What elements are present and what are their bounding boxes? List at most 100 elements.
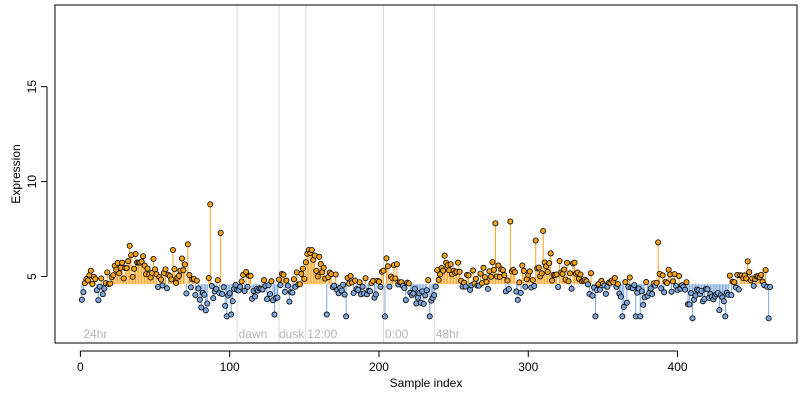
data-point bbox=[289, 289, 296, 296]
data-point bbox=[238, 278, 245, 285]
data-point bbox=[356, 279, 363, 286]
data-point bbox=[140, 253, 147, 260]
data-point bbox=[561, 266, 568, 273]
data-point bbox=[423, 287, 430, 294]
data-point bbox=[243, 268, 250, 275]
data-point bbox=[129, 273, 136, 280]
data-point bbox=[383, 255, 390, 262]
data-point bbox=[298, 270, 305, 277]
data-point bbox=[568, 285, 575, 292]
data-point bbox=[689, 315, 696, 322]
data-point bbox=[195, 285, 202, 292]
data-point bbox=[517, 289, 524, 296]
data-point bbox=[323, 311, 330, 318]
data-point bbox=[638, 288, 645, 295]
data-point bbox=[202, 307, 209, 314]
data-point bbox=[501, 272, 508, 279]
data-point bbox=[308, 246, 315, 253]
data-point bbox=[343, 313, 350, 320]
data-point bbox=[682, 286, 689, 293]
data-point bbox=[631, 282, 638, 289]
y-axis-label: Expression bbox=[9, 144, 23, 203]
data-point bbox=[338, 287, 345, 294]
y-tick-label: 15 bbox=[25, 80, 39, 94]
data-point bbox=[116, 270, 123, 277]
data-point bbox=[132, 250, 139, 257]
data-point bbox=[252, 293, 259, 300]
data-point bbox=[78, 296, 85, 303]
data-point bbox=[201, 291, 208, 298]
data-point bbox=[455, 259, 462, 266]
data-point bbox=[392, 275, 399, 282]
data-point bbox=[544, 268, 551, 275]
data-point bbox=[477, 270, 484, 277]
data-point bbox=[565, 278, 572, 285]
data-point bbox=[577, 271, 584, 278]
region-labels: 24hr dawn dusk 12:00 0:00 48hr bbox=[83, 327, 459, 341]
data-point bbox=[107, 280, 114, 287]
data-point bbox=[765, 315, 772, 322]
data-point bbox=[425, 277, 432, 284]
data-point bbox=[519, 262, 526, 269]
data-point bbox=[123, 264, 130, 271]
data-point bbox=[762, 267, 769, 274]
data-point bbox=[750, 282, 757, 289]
data-point bbox=[432, 283, 439, 290]
data-point bbox=[431, 292, 438, 299]
data-point bbox=[620, 303, 627, 310]
data-point bbox=[247, 272, 254, 279]
data-point bbox=[758, 271, 765, 278]
data-point bbox=[549, 277, 556, 284]
region-label: dawn bbox=[239, 327, 268, 341]
data-point bbox=[268, 278, 275, 285]
data-point bbox=[187, 284, 194, 291]
data-point bbox=[522, 283, 529, 290]
data-point bbox=[504, 277, 511, 284]
data-point bbox=[84, 277, 91, 284]
data-point bbox=[237, 283, 244, 290]
data-point bbox=[159, 282, 166, 289]
data-point bbox=[440, 267, 447, 274]
data-point bbox=[529, 276, 536, 283]
data-point bbox=[263, 296, 270, 303]
data-point bbox=[435, 276, 442, 283]
data-point bbox=[228, 311, 235, 318]
data-point bbox=[99, 291, 106, 298]
data-point bbox=[101, 285, 108, 292]
data-point bbox=[535, 264, 542, 271]
data-point bbox=[402, 297, 409, 304]
data-point bbox=[726, 272, 733, 279]
data-point bbox=[596, 286, 603, 293]
data-point bbox=[658, 285, 665, 292]
data-point bbox=[465, 272, 472, 279]
data-point bbox=[602, 290, 609, 297]
data-point bbox=[587, 270, 594, 277]
data-point bbox=[222, 302, 229, 309]
data-point bbox=[556, 257, 563, 264]
data-point bbox=[483, 278, 490, 285]
data-point bbox=[180, 267, 187, 274]
axes: 0 100 200 300 400 5 10 15 bbox=[25, 80, 688, 374]
data-point bbox=[473, 275, 480, 282]
data-point bbox=[244, 283, 251, 290]
x-tick-label: 300 bbox=[518, 360, 538, 374]
data-point bbox=[546, 260, 553, 267]
data-point bbox=[622, 279, 629, 286]
data-point bbox=[614, 280, 621, 287]
data-point bbox=[462, 283, 469, 290]
data-point bbox=[317, 261, 324, 268]
data-point bbox=[381, 313, 388, 320]
data-point bbox=[302, 259, 309, 266]
data-point bbox=[704, 286, 711, 293]
data-point bbox=[384, 263, 391, 270]
data-point bbox=[686, 301, 693, 308]
data-point bbox=[340, 281, 347, 288]
data-point bbox=[716, 307, 723, 314]
data-point bbox=[186, 272, 193, 279]
data-point bbox=[668, 288, 675, 295]
y-tick-label: 10 bbox=[25, 175, 39, 189]
data-point bbox=[393, 261, 400, 268]
data-point bbox=[420, 300, 427, 307]
data-point bbox=[277, 282, 284, 289]
data-point bbox=[299, 265, 306, 272]
